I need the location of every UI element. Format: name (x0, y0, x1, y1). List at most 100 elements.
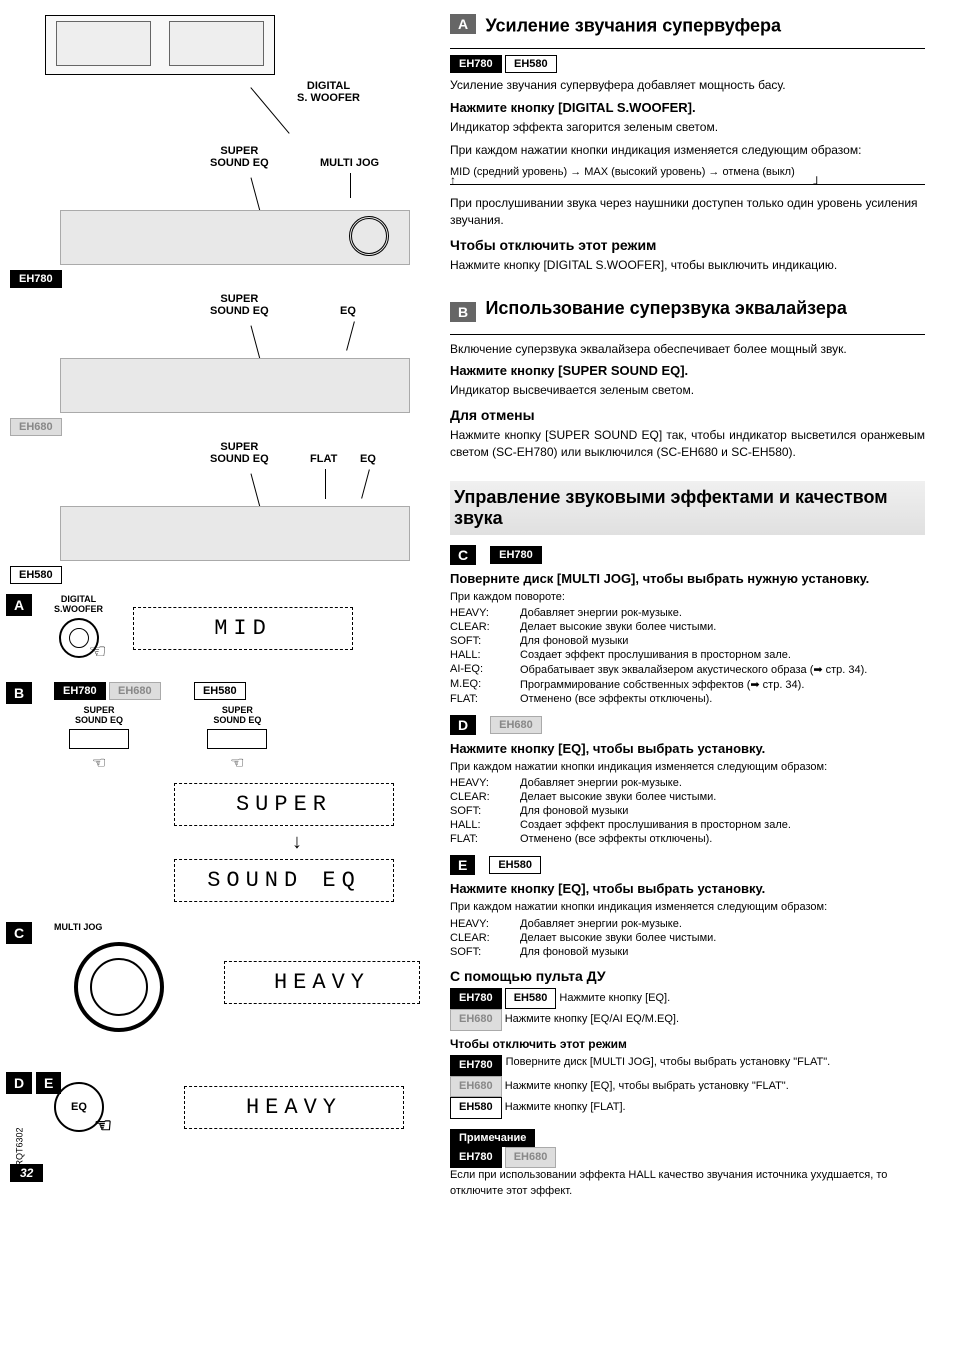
eq-row: HEAVY:Добавляет энергии рок-музыке. (450, 918, 925, 930)
lcd-heavy-de: HEAVY (184, 1086, 404, 1129)
button-super-sound-eq-2: SUPER SOUND EQ ☜ (207, 705, 267, 773)
hand-pointer-icon: ☜ (89, 639, 107, 664)
eq-label: CLEAR: (450, 932, 520, 944)
section-marker-d: D (450, 715, 476, 735)
section-a-title: Усиление звучания супервуфера (485, 15, 781, 35)
eq-row: HALL:Создает эффект прослушивания в прос… (450, 819, 925, 831)
eq-label: AI-EQ: (450, 663, 520, 676)
section-marker-a: A (450, 14, 476, 34)
label-eq-1: EQ (340, 305, 356, 317)
page-number: 32 (10, 1164, 43, 1182)
remote-title: С помощью пульта ДУ (450, 968, 925, 984)
lcd-sound-eq: SOUND EQ (174, 859, 394, 902)
eq-row: SOFT:Для фоновой музыки (450, 635, 925, 647)
eq-label: HALL: (450, 649, 520, 661)
eq-label: HEAVY: (450, 918, 520, 930)
remote-line4: Нажмите кнопку [EQ], чтобы выбрать устан… (505, 1080, 789, 1092)
multi-jog-dial-icon (74, 942, 164, 1032)
section-marker-b: B (450, 302, 476, 322)
panel-eh780: SUPER SOUND EQ MULTI JOG (10, 145, 420, 265)
label-super-sound-eq-3: SUPER SOUND EQ (210, 441, 269, 465)
eq-label: SOFT: (450, 946, 520, 958)
button-super-sound-eq-1: SUPER SOUND EQ ☜ (69, 705, 129, 773)
section-marker-d-left: D (6, 1072, 32, 1094)
section-marker-a-left: A (6, 594, 32, 616)
hand-pointer-icon-2: ☜ (94, 1113, 112, 1138)
remote-line3: Поверните диск [MULTI JOG], чтобы выбрат… (506, 1055, 831, 1076)
eq-row: SOFT:Для фоновой музыки (450, 805, 925, 817)
section-marker-b-left: B (6, 682, 32, 704)
section-a-desc2: При каждом нажатии кнопки индикация изме… (450, 142, 925, 159)
remote-line5: Нажмите кнопку [FLAT]. (505, 1101, 626, 1113)
model-eh780-a: EH780 (450, 55, 502, 73)
section-a-cancel-title: Чтобы отключить этот режим (450, 237, 925, 253)
eq-label: SOFT: (450, 635, 520, 647)
section-e-eq-list: HEAVY:Добавляет энергии рок-музыке.CLEAR… (450, 918, 925, 958)
label-digital-swoofer-btn: DIGITAL S.WOOFER (54, 594, 103, 614)
label-flat-1: FLAT (310, 453, 337, 465)
section-e-intro: При каждом нажатии кнопки индикация изме… (450, 900, 925, 915)
eq-label: SOFT: (450, 805, 520, 817)
model-badge-eh680: EH680 (10, 418, 62, 436)
section-marker-c-left: C (6, 922, 32, 944)
model-eh580-a: EH580 (505, 55, 557, 73)
section-a-instruction: Нажмите кнопку [DIGITAL S.WOOFER]. (450, 100, 925, 115)
eq-desc: Для фоновой музыки (520, 946, 925, 958)
section-c-eq-list: HEAVY:Добавляет энергии рок-музыке. CLEAR… (450, 607, 925, 705)
section-c-instruction: Поверните диск [MULTI JOG], чтобы выбрат… (450, 571, 925, 586)
eq-desc: Создает эффект прослушивания в просторно… (520, 649, 925, 661)
eq-label: FLAT: (450, 833, 520, 845)
effects-header: Управление звуковыми эффектами и качеств… (450, 481, 925, 535)
eq-desc: Обрабатывает звук эквалайзером акустичес… (520, 663, 925, 676)
eq-desc: Отменено (все эффекты отключены). (520, 833, 925, 845)
lcd-super: SUPER (174, 783, 394, 826)
label-super-sound-eq-2: SUPER SOUND EQ (210, 293, 269, 317)
eq-button-icon: EQ ☜ (54, 1082, 104, 1132)
eq-row: HEAVY:Добавляет энергии рок-музыке. (450, 607, 925, 619)
model-eh780-c: EH780 (490, 546, 542, 564)
section-a-sequence: MID (средний уровень) → MAX (высокий уро… (450, 165, 925, 180)
section-marker-e: E (450, 855, 475, 875)
eq-desc: Делает высокие звуки более чистыми. (520, 621, 925, 633)
model-eh680-d: EH680 (490, 716, 542, 734)
label-multi-jog-1: MULTI JOG (320, 157, 379, 169)
eq-desc: Для фоновой музыки (520, 805, 925, 817)
eq-desc: Добавляет энергии рок-музыке. (520, 777, 925, 789)
model-badge-eh680-b: EH680 (109, 682, 161, 700)
lcd-heavy-c: HEAVY (224, 961, 420, 1004)
label-super-sound-eq-1: SUPER SOUND EQ (210, 145, 269, 169)
remote-line2: Нажмите кнопку [EQ/AI EQ/M.EQ]. (505, 1013, 679, 1025)
eq-desc: Отменено (все эффекты отключены). (520, 693, 925, 705)
device-overview-diagram (45, 15, 275, 75)
eq-row: HEAVY:Добавляет энергии рок-музыке. (450, 777, 925, 789)
section-a-intro: Усиление звучания супервуфера добавляет … (450, 77, 925, 94)
remote-line1: Нажмите кнопку [EQ]. (559, 992, 670, 1004)
label-eq-2: EQ (360, 453, 376, 465)
eq-label: CLEAR: (450, 621, 520, 633)
section-b-title: Использование суперзвука эквалайзера (485, 298, 905, 319)
section-b-cancel-title: Для отмены (450, 407, 925, 423)
model-badge-eh780-b: EH780 (54, 682, 106, 700)
remote-cancel-title: Чтобы отключить этот режим (450, 1037, 925, 1051)
model-badge-eh580: EH580 (10, 566, 62, 584)
effects-title: Управление звуковыми эффектами и качеств… (454, 487, 888, 528)
eq-desc: Для фоновой музыки (520, 635, 925, 647)
eq-desc: Добавляет энергии рок-музыке. (520, 918, 925, 930)
section-a-cancel-text: Нажмите кнопку [DIGITAL S.WOOFER], чтобы… (450, 257, 925, 274)
model-badge-eh780: EH780 (10, 270, 62, 288)
eq-label: FLAT: (450, 693, 520, 705)
eq-row: AI-EQ:Обрабатывает звук эквалайзером аку… (450, 663, 925, 676)
eq-desc: Делает высокие звуки более чистыми. (520, 791, 925, 803)
section-a-desc1: Индикатор эффекта загорится зеленым свет… (450, 119, 925, 136)
model-badge-eh580-b: EH580 (194, 682, 246, 700)
jog-dial-icon (349, 216, 389, 256)
section-marker-c: C (450, 545, 476, 565)
doc-code: RQT6302 (15, 1127, 25, 1166)
section-marker-e-left: E (36, 1072, 61, 1094)
eq-label: M.EQ: (450, 678, 520, 691)
eq-row: SOFT:Для фоновой музыки (450, 946, 925, 958)
eq-row: HALL:Создает эффект прослушивания в прос… (450, 649, 925, 661)
eq-row: CLEAR:Делает высокие звуки более чистыми… (450, 791, 925, 803)
section-d-intro: При каждом нажатии кнопки индикация изме… (450, 760, 925, 775)
section-b-intro: Включение суперзвука эквалайзера обеспеч… (450, 341, 925, 358)
